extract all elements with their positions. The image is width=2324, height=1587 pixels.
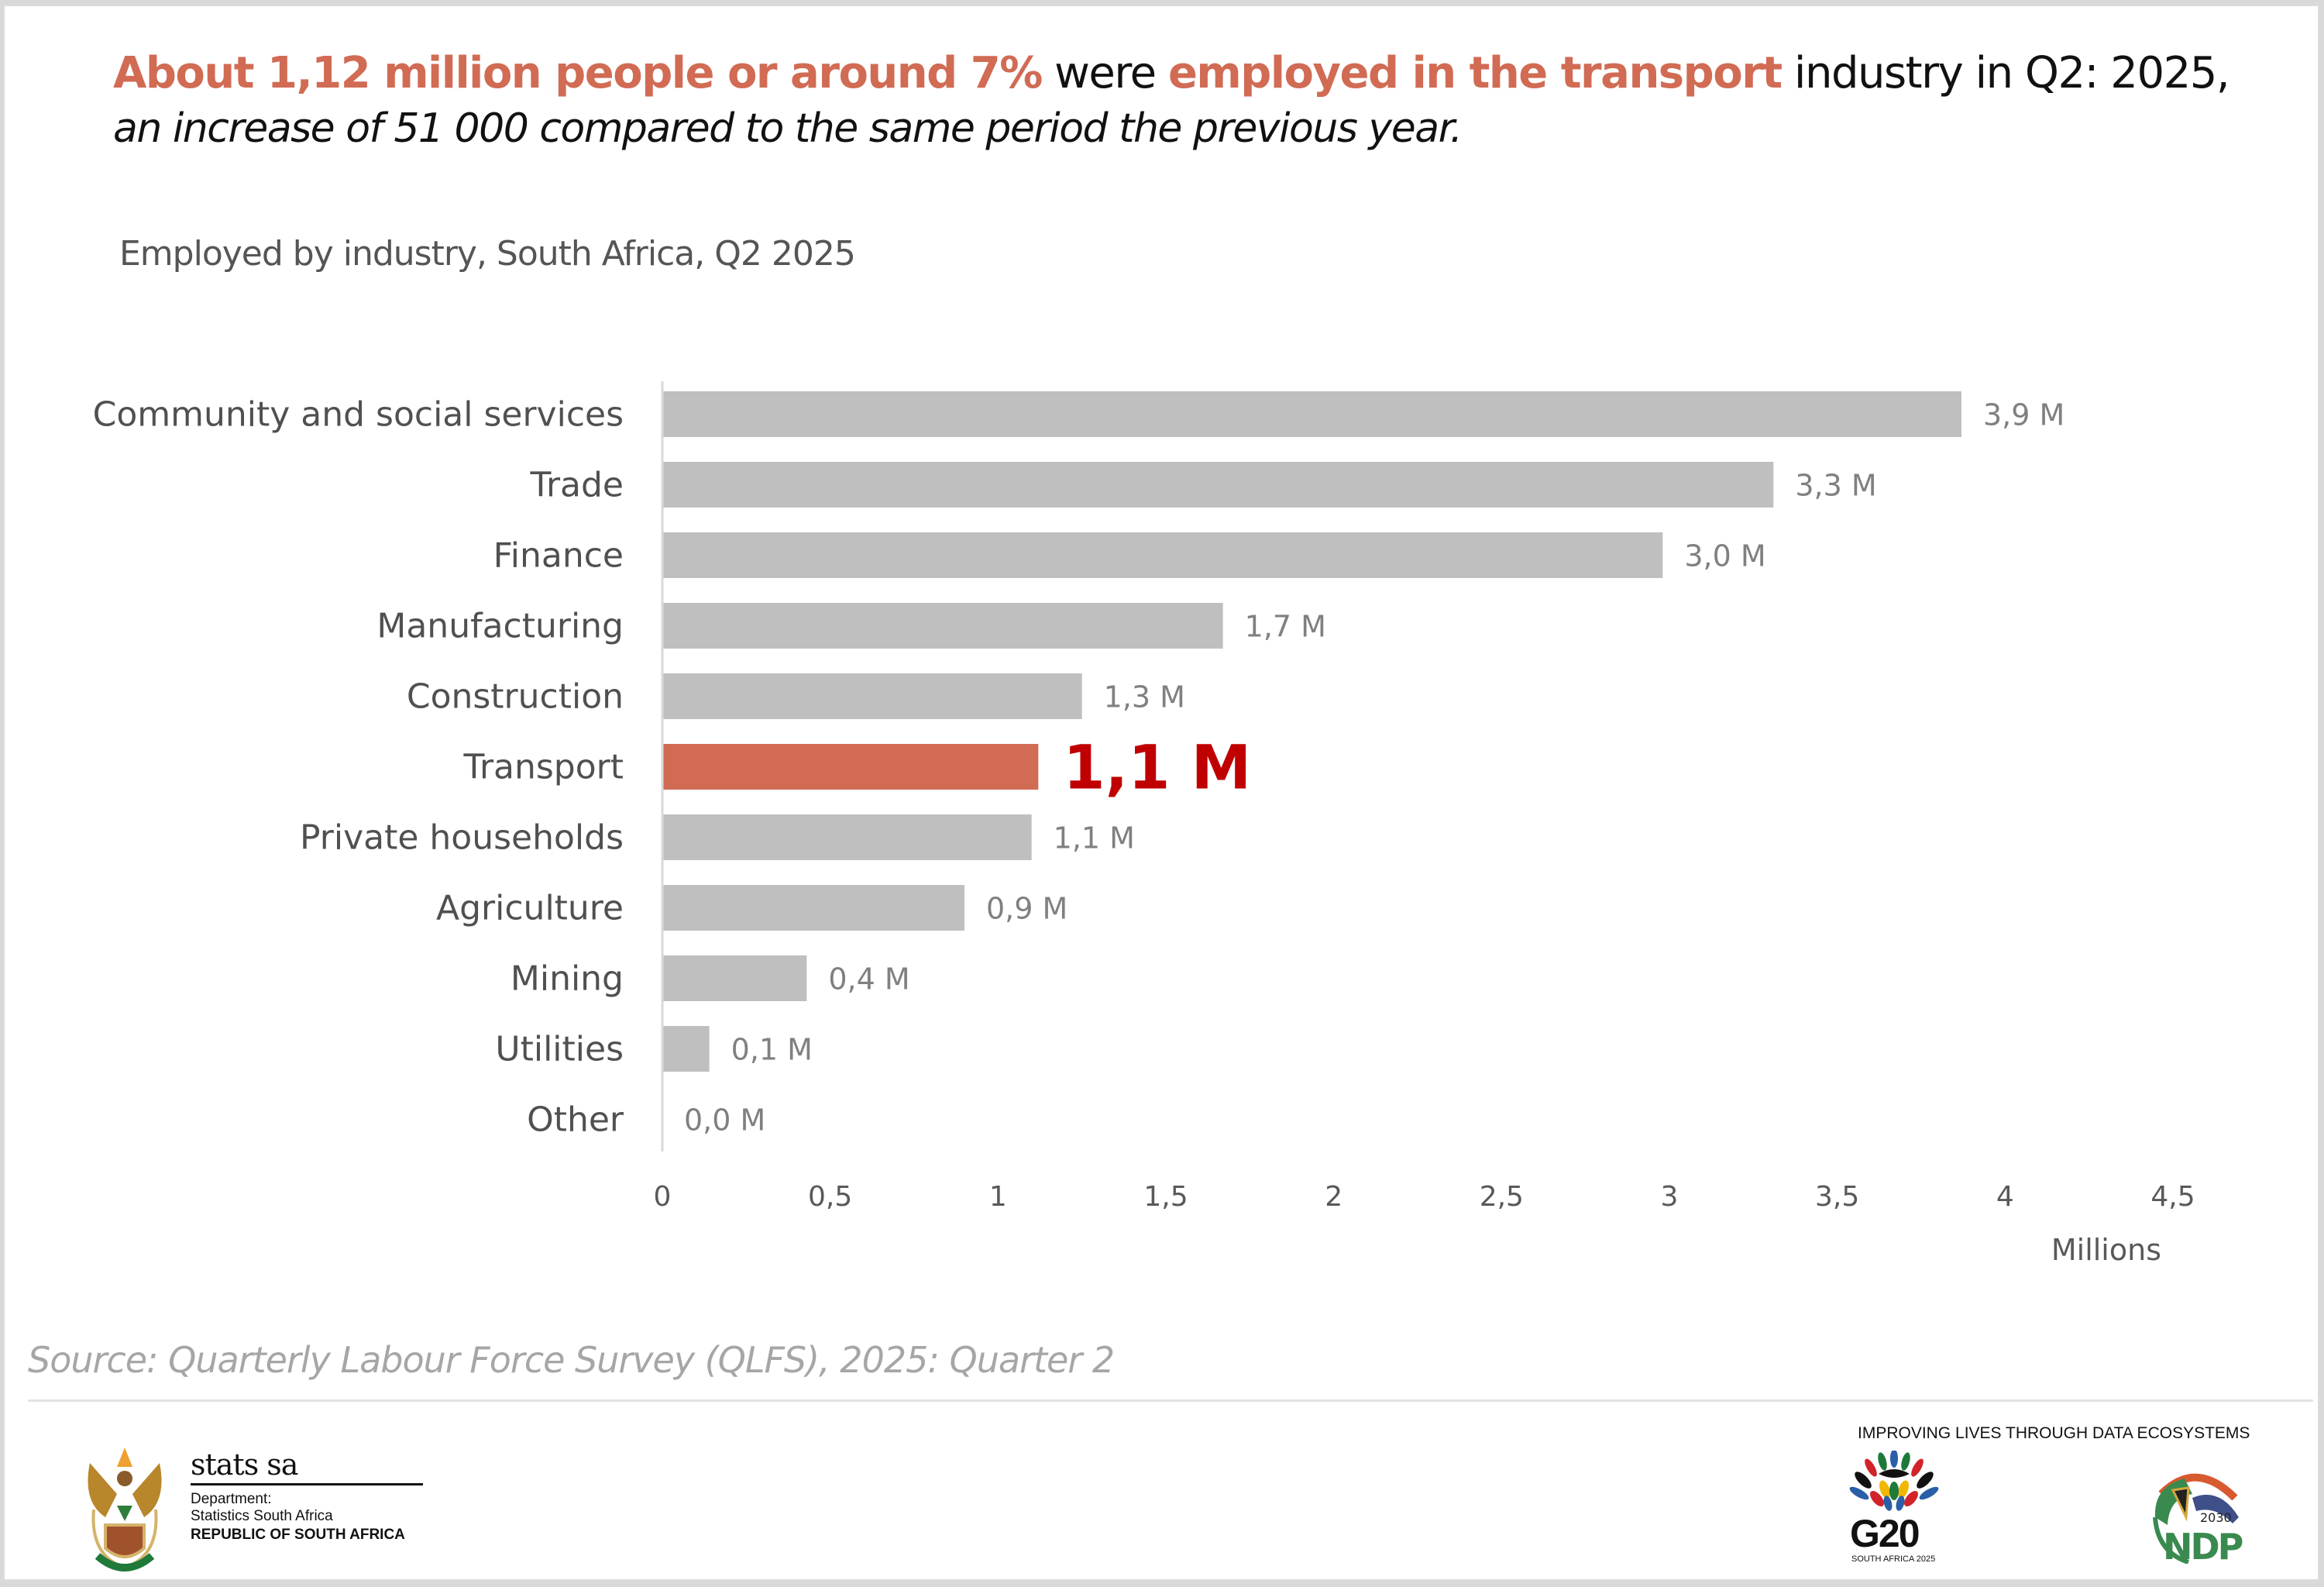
x-tick-label: 0,5	[808, 1181, 852, 1213]
source-note: Source: Quarterly Labour Force Survey (Q…	[28, 1339, 1115, 1381]
ndp-text: NDP	[2163, 1526, 2243, 1564]
category-label-private-households: Private households	[300, 818, 624, 858]
g20-logo-subtext: SOUTH AFRICA 2025	[1851, 1554, 1936, 1564]
headline-text-2: were	[1041, 48, 1168, 98]
bar-community-and-social-services	[662, 391, 1961, 437]
statssa-dept-line2: Statistics South Africa	[191, 1508, 333, 1524]
data-label-private-households: 1,1 M	[1054, 821, 1135, 855]
x-tick-label: 4,5	[2150, 1181, 2195, 1213]
headline: About 1,12 million people or around 7% w…	[113, 48, 2230, 98]
data-label-construction: 1,3 M	[1104, 680, 1185, 714]
bar-agriculture	[662, 885, 964, 931]
statssa-department: Department: Statistics South Africa	[191, 1491, 333, 1525]
data-label-transport: 1,1 M	[1063, 734, 1251, 804]
bar-private-households	[662, 814, 1032, 860]
x-tick-label: 3,5	[1815, 1181, 1859, 1213]
category-label-transport: Transport	[463, 748, 624, 787]
category-label-construction: Construction	[407, 677, 624, 717]
bar-construction	[662, 673, 1082, 719]
data-label-agriculture: 0,9 M	[986, 892, 1067, 926]
statssa-name: stats sa	[191, 1448, 298, 1482]
statssa-logo: stats sa Department: Statistics South Afr…	[59, 1430, 446, 1579]
x-axis-ticks: 0 0,5 1 1,5 2 2,5 3 3,5 4 4,5	[654, 1181, 2195, 1213]
bar-finance	[662, 532, 1663, 578]
bar-trade	[662, 462, 1774, 508]
ndp-year: 2030	[2200, 1510, 2232, 1525]
data-label-community-and-social-services: 3,9 M	[1983, 398, 2064, 432]
bar-mining	[662, 955, 807, 1001]
data-label-other: 0,0 M	[684, 1103, 765, 1138]
data-label-utilities: 0,1 M	[731, 1033, 813, 1067]
category-label-finance: Finance	[493, 536, 624, 576]
x-tick-label: 1,5	[1143, 1181, 1188, 1213]
chart-subtitle: Employed by industry, South Africa, Q2 2…	[119, 234, 856, 274]
headline-highlight-2: employed in the transport	[1167, 48, 1783, 98]
x-tick-label: 1	[989, 1181, 1007, 1213]
data-label-trade: 3,3 M	[1795, 469, 1876, 503]
category-label-mining: Mining	[511, 959, 624, 999]
bar-manufacturing	[662, 603, 1223, 649]
g20-logo-text: G20	[1850, 1512, 1920, 1555]
data-label-manufacturing: 1,7 M	[1245, 610, 1326, 644]
category-label-agriculture: Agriculture	[436, 889, 624, 928]
statssa-dept-line1: Department:	[191, 1491, 272, 1507]
category-label-other: Other	[527, 1100, 624, 1140]
x-axis-title: Millions	[2051, 1233, 2161, 1267]
headline-text-4: industry in Q2: 2025,	[1781, 48, 2230, 98]
bars-layer: Community and social services 3,9 M Trade 3…	[93, 391, 2064, 1140]
ndp-2030-logo-icon: 2030 NDP	[2153, 1473, 2245, 1564]
infographic-frame	[3, 5, 2319, 1581]
coat-of-arms-icon	[88, 1448, 162, 1572]
x-tick-label: 3	[1661, 1181, 1679, 1213]
footer-tagline: IMPROVING LIVES THROUGH DATA ECOSYSTEMS	[1858, 1424, 2250, 1442]
category-label-community-and-social-services: Community and social services	[93, 395, 624, 435]
g20-protea-icon	[1849, 1451, 1939, 1511]
x-tick-label: 4	[1996, 1181, 2014, 1213]
headline-highlight-1: About 1,12 million people or around 7%	[113, 48, 1043, 98]
bar-utilities	[662, 1026, 710, 1072]
data-label-mining: 0,4 M	[828, 962, 909, 997]
headline-line-2: an increase of 51 000 compared to the sa…	[113, 105, 1463, 152]
x-tick-label: 2	[1325, 1181, 1342, 1213]
x-tick-label: 0	[654, 1181, 672, 1213]
bar-transport	[662, 744, 1039, 790]
statssa-country: REPUBLIC OF SOUTH AFRICA	[191, 1527, 405, 1543]
statssa-rule	[191, 1483, 423, 1485]
x-tick-label: 2,5	[1480, 1181, 1524, 1213]
category-label-manufacturing: Manufacturing	[376, 607, 624, 646]
category-label-utilities: Utilities	[495, 1030, 624, 1069]
category-label-trade: Trade	[530, 466, 624, 505]
footer-divider	[28, 1399, 2313, 1402]
data-label-finance: 3,0 M	[1684, 539, 1765, 573]
